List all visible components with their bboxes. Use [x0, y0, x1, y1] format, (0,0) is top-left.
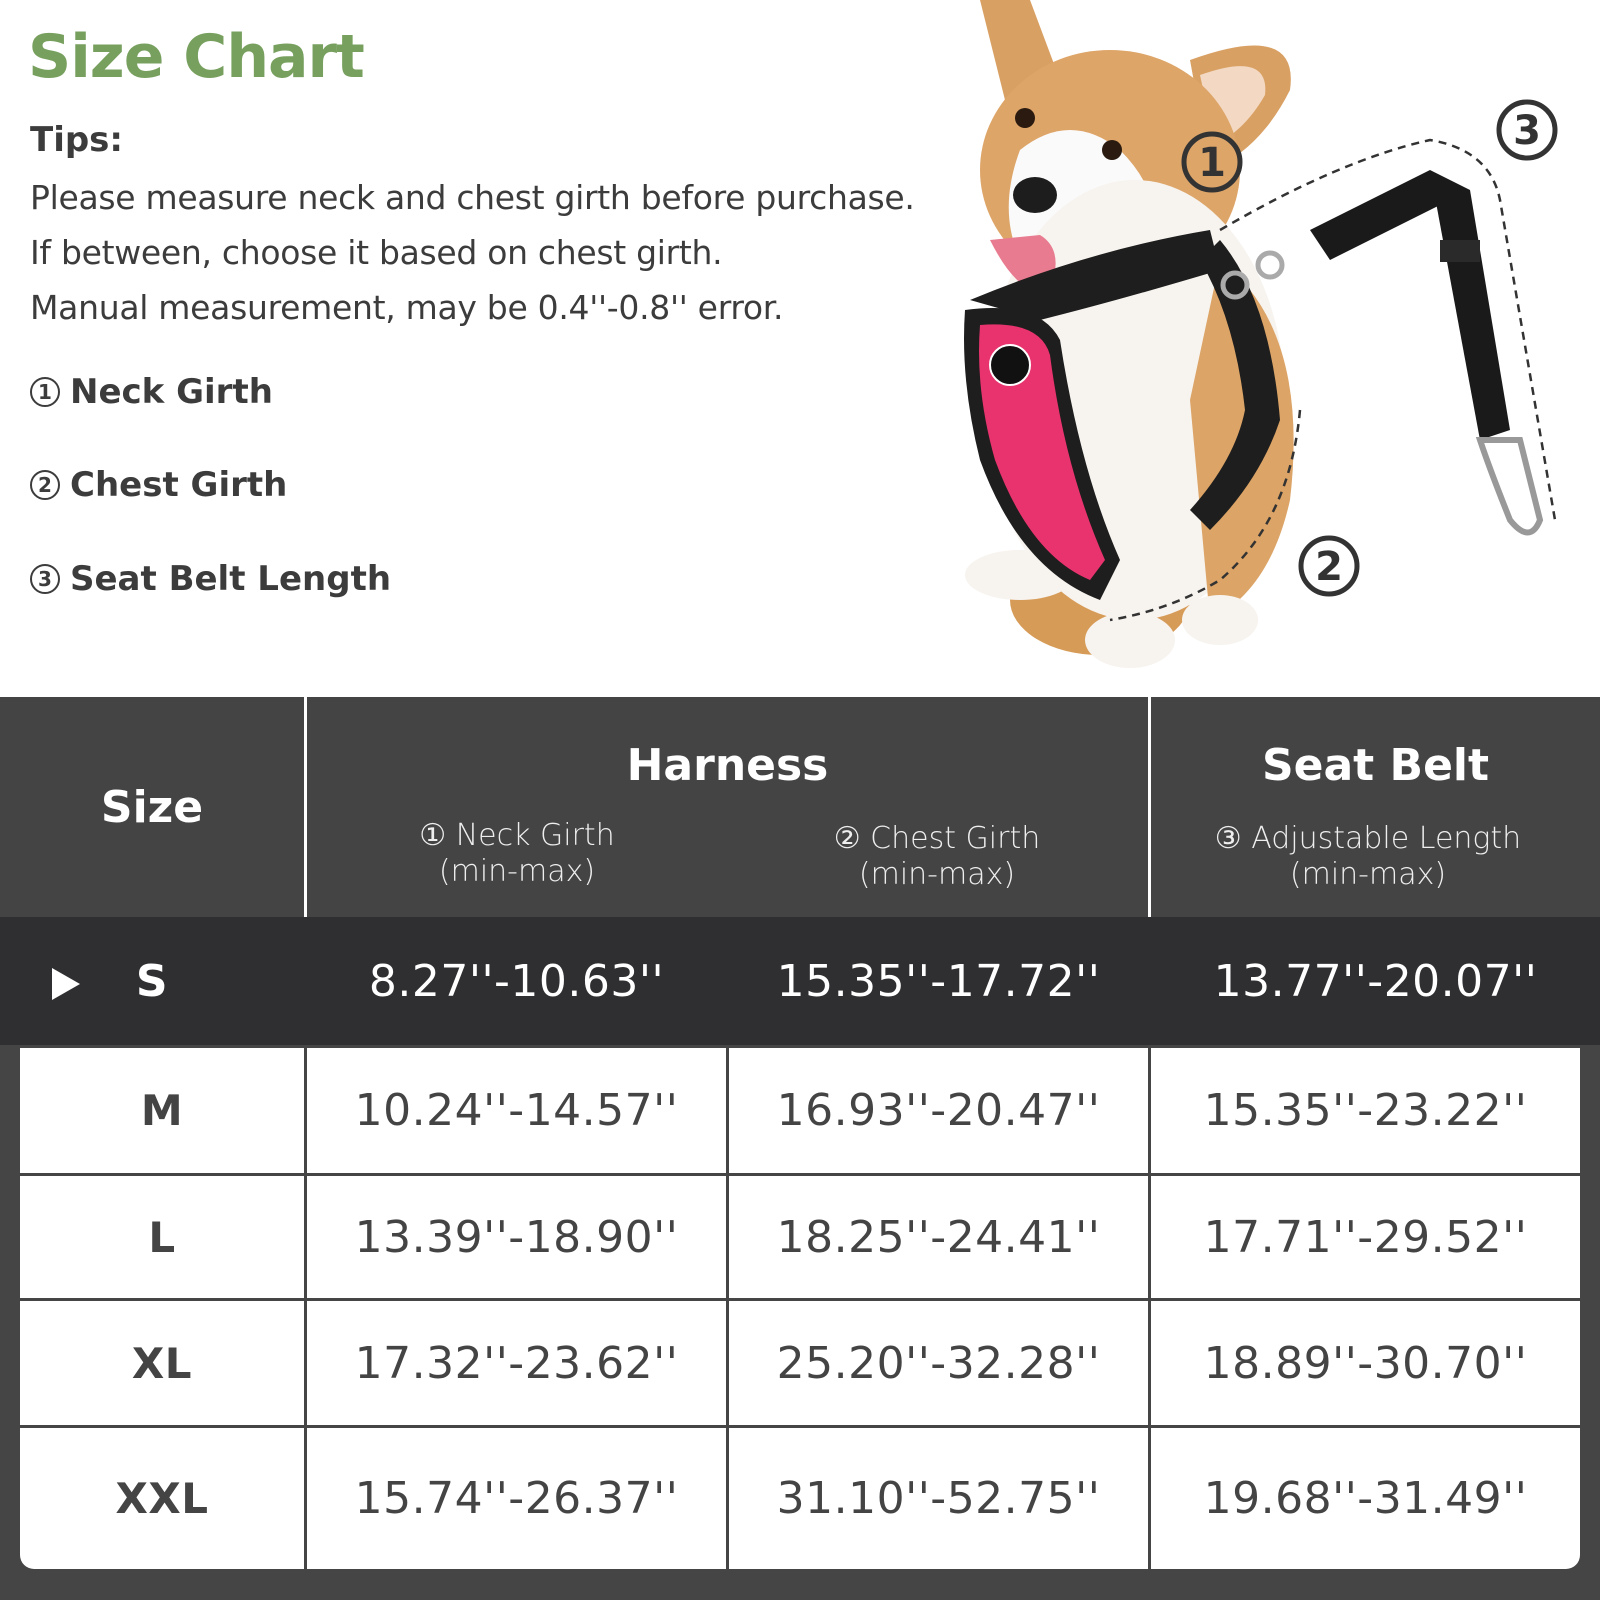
legend-label: Neck Girth — [70, 372, 273, 412]
number-2-icon: 2 — [30, 470, 60, 500]
subheader-line: (min-max) — [1289, 857, 1447, 892]
header-seat-belt: Seat Belt — [1151, 735, 1600, 795]
neck-cell: 8.27''-10.63'' — [368, 955, 665, 1007]
belt-cell: 15.35''-23.22'' — [1151, 1048, 1580, 1173]
number-1-icon: 1 — [30, 377, 60, 407]
chest-cell: 25.20''-32.28'' — [729, 1301, 1148, 1425]
neck-cell: 13.39''-18.90'' — [307, 1176, 726, 1298]
header-size: Size — [0, 697, 304, 917]
belt-cell: 13.77''-20.07'' — [1213, 955, 1538, 1007]
legend-chest-girth: 2 Chest Girth — [30, 465, 287, 505]
subheader-chest-girth: ② Chest Girth (min-max) — [727, 821, 1147, 893]
chest-cell: 31.10''-52.75'' — [729, 1428, 1148, 1569]
legend-label: Chest Girth — [70, 465, 288, 505]
subheader-adjustable-length: ③ Adjustable Length (min-max) — [1151, 821, 1585, 893]
size-cell: L — [20, 1176, 304, 1298]
subheader-line: ① Neck Girth — [419, 818, 615, 853]
chest-cell: 16.93''-20.47'' — [729, 1048, 1148, 1173]
seat-belt — [1220, 170, 1544, 536]
belt-cell: 18.89''-30.70'' — [1151, 1301, 1580, 1425]
neck-cell: 10.24''-14.57'' — [307, 1048, 726, 1173]
legend-neck-girth: 1 Neck Girth — [30, 372, 273, 412]
neck-cell: 15.74''-26.37'' — [307, 1428, 726, 1569]
header-size-label: Size — [100, 781, 204, 833]
marker-number: 1 — [1198, 140, 1226, 186]
tip-line: Manual measurement, may be 0.4''-0.8'' e… — [30, 288, 784, 327]
marker-2: 2 — [1298, 535, 1360, 597]
belt-cell: 17.71''-29.52'' — [1151, 1176, 1580, 1298]
chest-cell: 15.35''-17.72'' — [776, 955, 1101, 1007]
subheader-line: (min-max) — [438, 854, 596, 889]
subheader-line: (min-max) — [858, 857, 1016, 892]
selected-arrow-icon — [52, 968, 80, 1000]
legend-seat-belt-length: 3 Seat Belt Length — [30, 559, 391, 599]
divider — [1148, 697, 1151, 1045]
marker-3: 3 — [1496, 99, 1558, 161]
measure-lines — [1109, 138, 1557, 622]
size-cell: S — [135, 955, 169, 1007]
dog-harness-image: 1 3 2 — [964, 0, 1558, 668]
header-harness: Harness — [307, 735, 1148, 795]
header-seat-belt-label: Seat Belt — [1261, 739, 1490, 791]
subheader-line: ③ Adjustable Length — [1214, 821, 1522, 856]
chest-cell: 18.25''-24.41'' — [729, 1176, 1148, 1298]
tip-line: Please measure neck and chest girth befo… — [30, 178, 915, 217]
marker-number: 2 — [1315, 544, 1343, 590]
page-title: Size Chart — [28, 22, 365, 92]
neck-cell: 17.32''-23.62'' — [307, 1301, 726, 1425]
size-cell: XL — [20, 1301, 304, 1425]
harness — [964, 230, 1280, 600]
tip-line: If between, choose it based on chest gir… — [30, 233, 723, 272]
legend-label: Seat Belt Length — [70, 559, 392, 599]
belt-cell: 19.68''-31.49'' — [1151, 1428, 1580, 1569]
subheader-line: ② Chest Girth — [833, 821, 1041, 856]
subheader-neck-girth: ① Neck Girth (min-max) — [307, 818, 727, 890]
size-cell: M — [20, 1048, 304, 1173]
marker-1: 1 — [1181, 131, 1243, 193]
table-row-selected[interactable] — [0, 917, 1600, 1045]
size-cell: XXL — [20, 1428, 304, 1569]
tips-label: Tips: — [30, 120, 124, 160]
marker-number: 3 — [1513, 108, 1541, 154]
header-harness-label: Harness — [626, 739, 829, 791]
number-3-icon: 3 — [30, 564, 60, 594]
divider — [304, 697, 307, 1045]
table-header — [0, 697, 1600, 917]
